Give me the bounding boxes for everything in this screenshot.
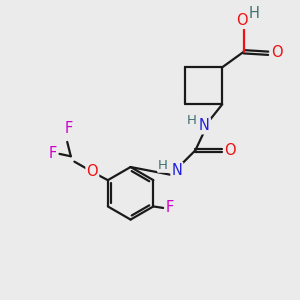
Text: N: N [171,163,182,178]
Text: F: F [64,121,73,136]
Text: H: H [249,6,260,21]
Text: F: F [49,146,57,161]
Text: H: H [158,159,168,172]
Text: O: O [236,13,248,28]
Text: O: O [86,164,98,179]
Text: F: F [166,200,174,215]
Text: N: N [199,118,210,133]
Text: O: O [224,143,236,158]
Text: O: O [271,45,282,60]
Text: H: H [187,114,196,127]
